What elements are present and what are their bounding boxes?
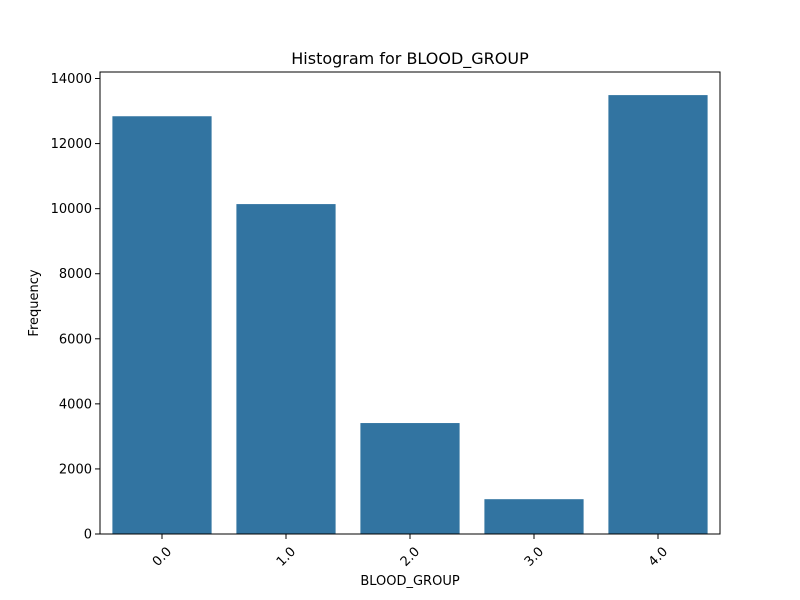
y-tick-label: 10000 [51,202,92,217]
y-tick-label: 2000 [59,462,92,477]
x-tick-label: 2.0 [398,544,423,569]
y-tick-label: 6000 [59,332,92,347]
y-tick-label: 14000 [51,72,92,87]
x-tick-label: 0.0 [150,544,175,569]
y-axis-ticks: 0 2000 4000 6000 8000 10000 12000 14000 [51,72,100,543]
x-tick-label: 4.0 [646,544,671,569]
y-tick-label: 12000 [51,137,92,152]
x-tick-label: 1.0 [274,544,299,569]
bar-1.0 [236,204,336,534]
plot-frame [99,71,721,535]
y-tick-label: 4000 [59,397,92,412]
y-axis-title: Frequency [27,269,42,336]
bar-2.0 [360,423,460,534]
chart-title: Histogram for BLOOD_GROUP [291,49,529,69]
bars-group [112,95,708,534]
y-tick-label: 8000 [59,267,92,282]
x-axis-title: BLOOD_GROUP [360,574,460,589]
x-tick-label: 3.0 [522,544,547,569]
x-axis-ticks: 0.0 1.0 2.0 3.0 4.0 [150,534,671,570]
bar-4.0 [608,95,708,534]
y-tick-label: 0 [84,528,92,543]
bar-0.0 [112,116,212,534]
bar-3.0 [484,499,584,534]
